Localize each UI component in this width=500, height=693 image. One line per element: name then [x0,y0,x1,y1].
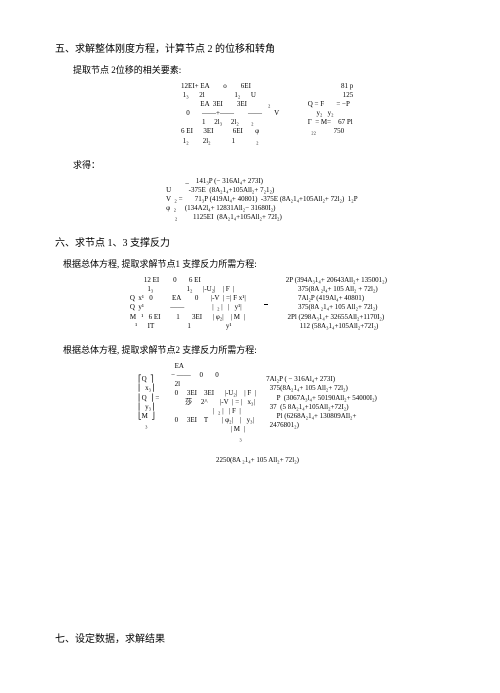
section-6-eq2: ⎡Q ⎤ ⎢ x₃⎥ ⎢Q ⎥ = ⎢ y₃⎥ ⎣M ⎦ ₃ EA − —— 0… [55,362,460,444]
section-5-result-pre: _ 141₃P (− 316Al₄+ 273I) U -375E (8A₂1₄+… [157,177,357,222]
section-6-sub2: 根据总体方程, 提取求解节点2 支撑反力所需方程: [63,343,460,356]
section-5-sub2: 求得： [73,158,460,171]
section-5-title: 五、求解整体刚度方程，计算节点 2 的位移和转角 [55,40,460,55]
section-6-sub1: 根据总体方程, 提取求解节点1 支撑反力所需方程: [63,257,460,270]
section-7-title: 七、设定数据，求解结果 [55,630,165,645]
section-6-denom-text: 2250(8A ₂1₄+ 105 All₂+ 72l₂) [216,456,299,464]
section-6-denom: 2250(8A ₂1₄+ 105 All₂+ 72l₂) [55,456,460,464]
section-5-sub1: 提取节点 2位移的相关要素: [73,63,460,76]
section-5-result: _ 141₃P (− 316Al₄+ 273I) U -375E (8A₂1₄+… [55,177,460,222]
section-6-eq1: 12 EI 0 6 EI 1₃ 1₂ |-U₂| | F | Q x¹ 0 EA… [55,276,460,331]
section-6-eq2-leftcol: ⎡Q ⎤ ⎢ x₃⎥ ⎢Q ⎥ = ⎢ y₃⎥ ⎣M ⎦ ₃ [138,375,159,430]
section-6-eq1-right-pre: 2P (394A₃1₄+ 20643All₂+ 135001₂) 375(8A … [286,276,387,331]
section-6-eq2-mat: EA − —— 0 0 2l 0 3EI 3EI |-U₂| | F | 莎 2… [169,362,256,444]
section-5-eq1-left: 12EI+ EA o 6EI 1₃ 2l 1₂ U EA 3EI 3EI ₂ 0… [162,82,279,146]
section-6-eq1-left: 12 EI 0 6 EI 1₃ 1₂ |-U₂| | F | Q x¹ 0 EA… [128,276,246,331]
section-6-eq1-right [264,302,268,305]
section-6-eq2-right: 7Al₂P ( − 316Al₄+ 273I) 375(8A₂1₄+ 105 A… [266,375,377,430]
section-5-eq1: 12EI+ EA o 6EI 1₃ 2l 1₂ U EA 3EI 3EI ₂ 0… [55,82,460,146]
section-5-eq1-right: 81 p 125 Q = F = −P y₂ y₂ Γ = M= 67 Pl ₂… [304,82,353,146]
section-6-title: 六、求节点 1、3 支撑反力 [55,234,460,249]
